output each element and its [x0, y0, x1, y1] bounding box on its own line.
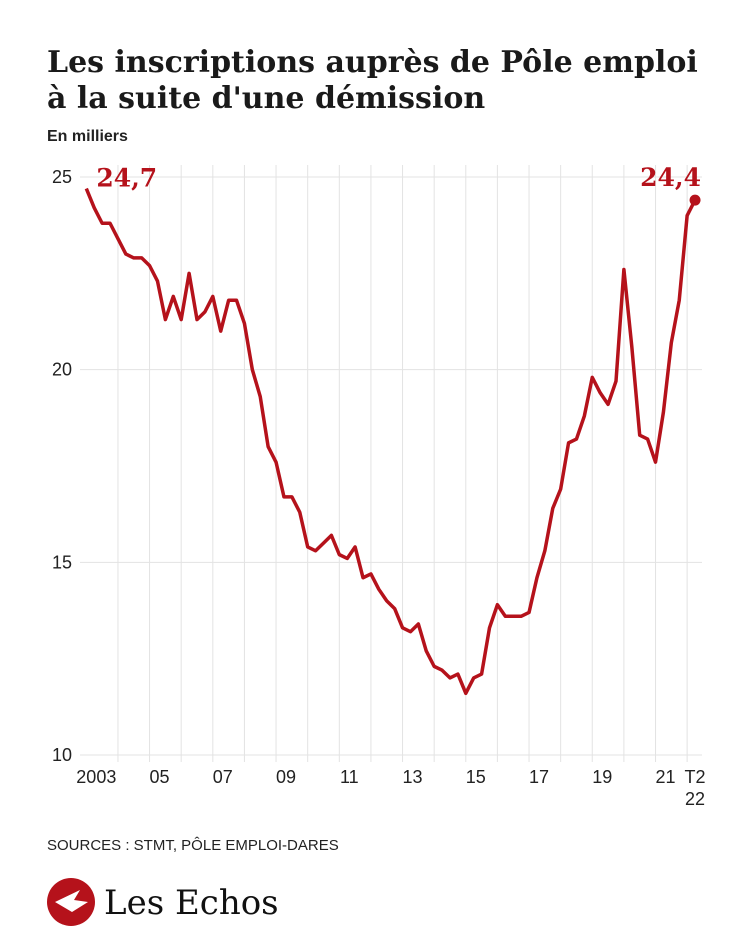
x-tick-label: 05: [150, 767, 170, 787]
x-tick-label: 19: [592, 767, 612, 787]
x-tick-label-line: 22: [685, 789, 705, 809]
line: [84, 187, 697, 696]
logo-icon: [47, 878, 95, 926]
y-tick-label: 10: [52, 745, 72, 765]
x-tick-label: 17: [529, 767, 549, 787]
y-tick-label: 15: [52, 552, 72, 572]
chart-title-line: à la suite d'une démission: [47, 81, 485, 116]
x-tick-label: 2003: [76, 767, 116, 787]
x-tick-label: 13: [403, 767, 423, 787]
start-label: 24,7: [96, 164, 157, 193]
x-tick-label: T2 22: [685, 767, 706, 809]
end-label: 24,4: [640, 163, 701, 192]
x-tick-label: 09: [276, 767, 296, 787]
x-tick-label: 15: [466, 767, 486, 787]
x-tick-label: 07: [213, 767, 233, 787]
subtitle: En milliers: [47, 128, 128, 145]
end-dot: [689, 194, 701, 206]
x-tick-label-line: T2: [685, 767, 706, 787]
y-tick-label: 20: [52, 360, 72, 380]
x-tick-label: 11: [340, 767, 359, 787]
source: SOURCES : STMT, PÔLE EMPLOI-DARES: [47, 837, 339, 854]
x-tick-label: 21: [656, 767, 676, 787]
y-tick-label: 25: [52, 167, 72, 187]
chart-title-line: Les inscriptions auprès de Pôle emploi: [47, 45, 698, 80]
logo-text: Les Echos: [104, 883, 279, 923]
